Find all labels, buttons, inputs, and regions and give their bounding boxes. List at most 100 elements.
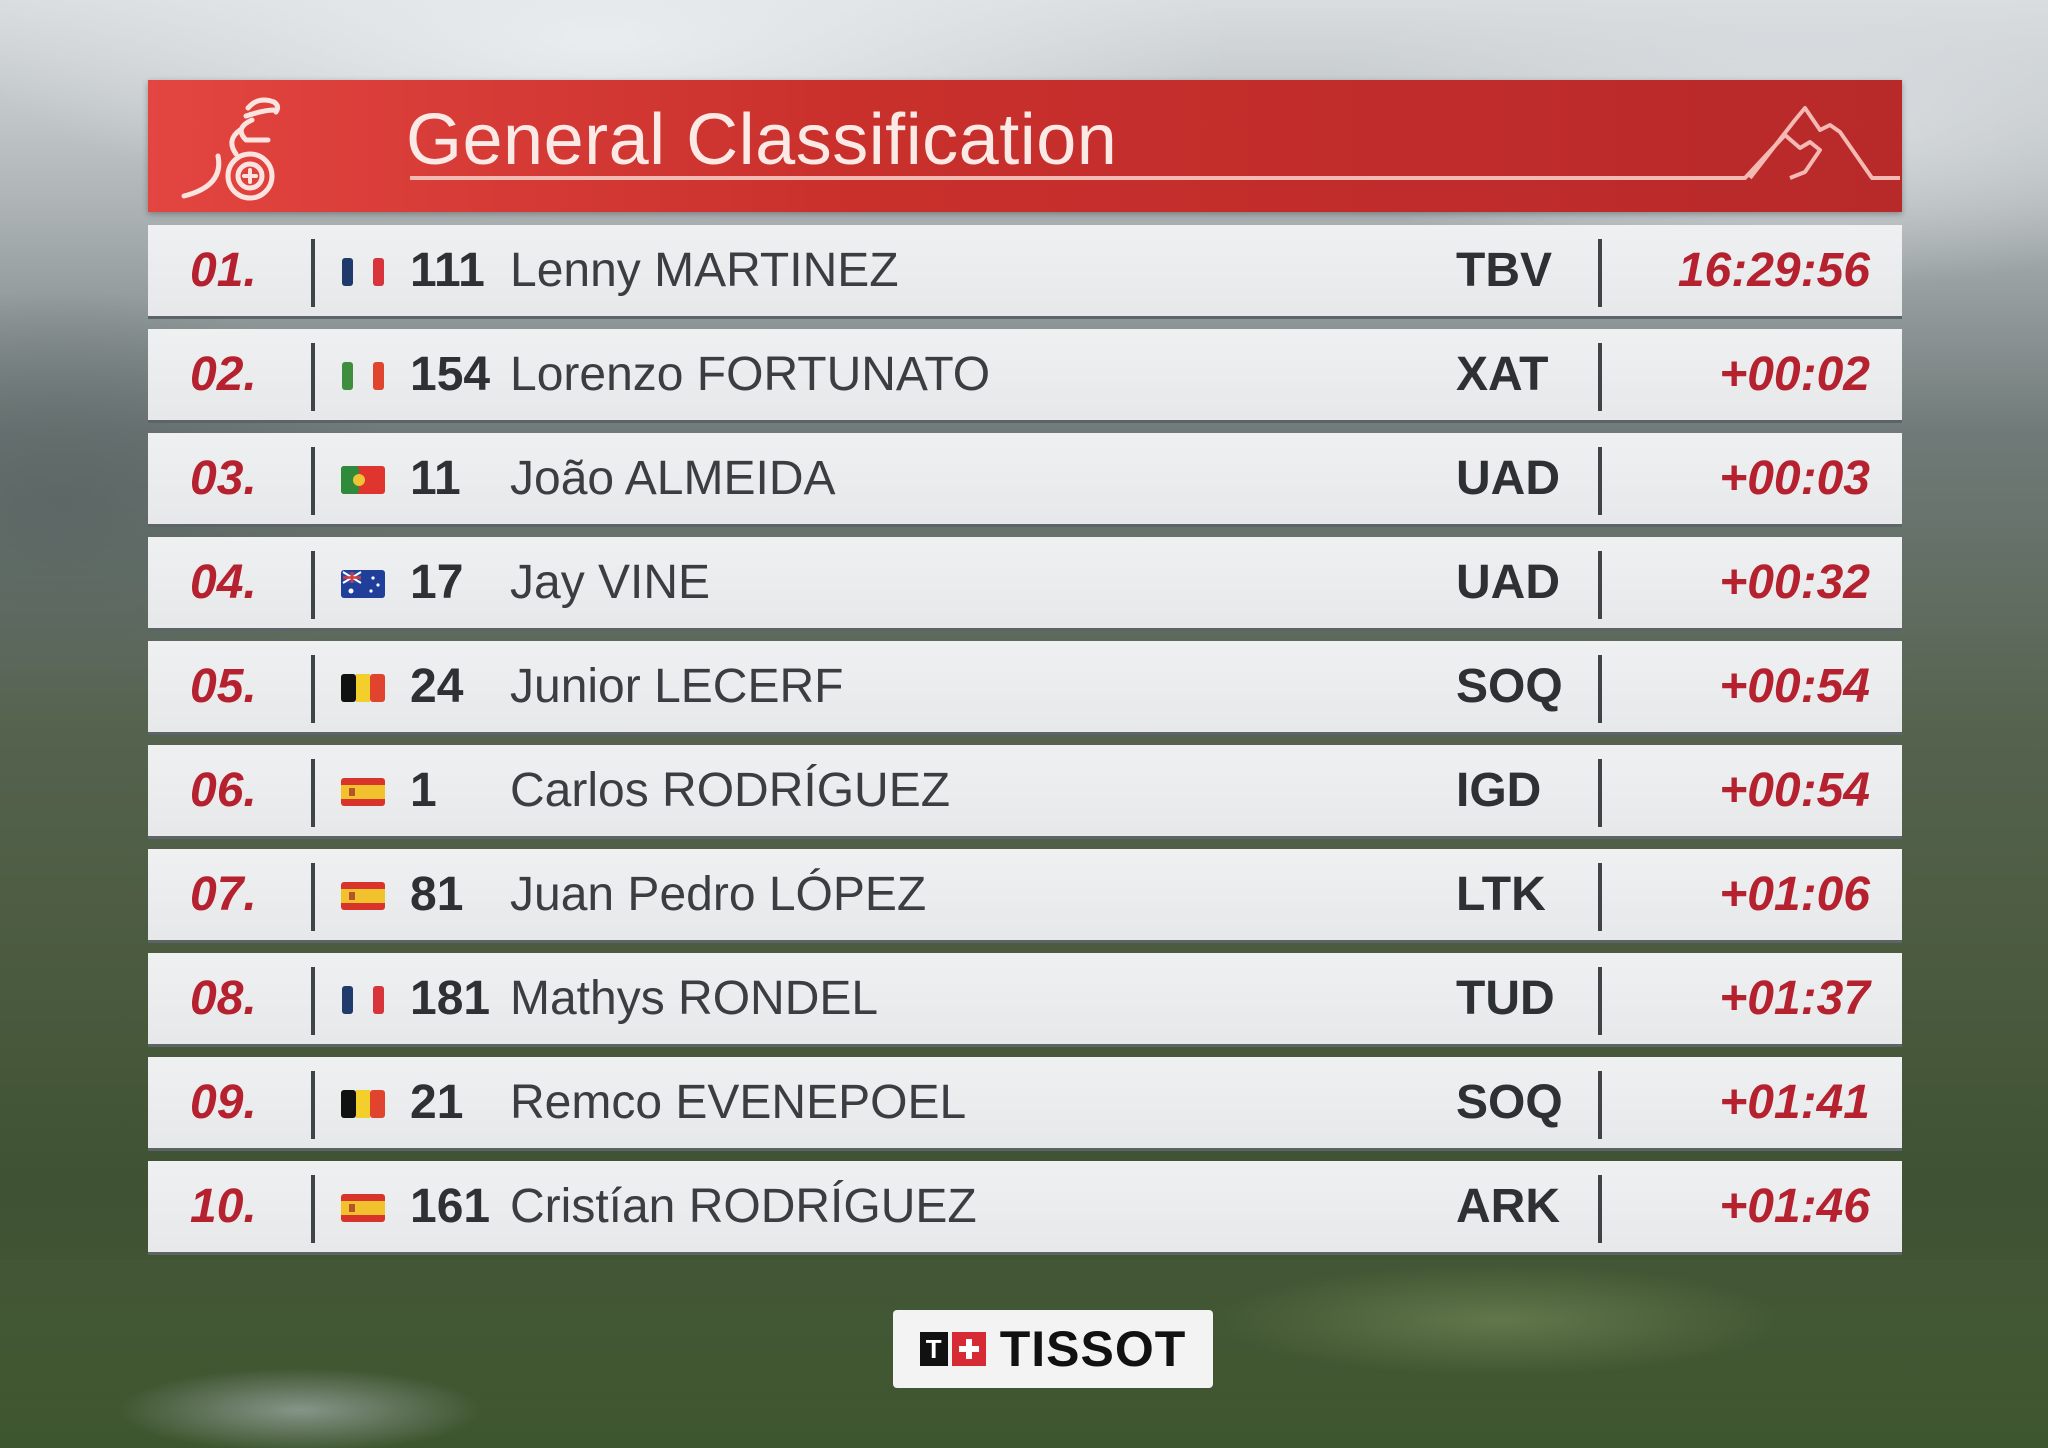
rank: 02.	[190, 348, 257, 401]
gc-time: +01:46	[1719, 1180, 1870, 1233]
flag-australia-icon	[341, 570, 385, 598]
flag-portugal-icon	[341, 466, 385, 494]
divider	[1598, 655, 1602, 723]
team-code: ARK	[1456, 1180, 1560, 1233]
divider	[1598, 967, 1602, 1035]
bib-number: 24	[410, 660, 464, 713]
swiss-cross-icon	[951, 1332, 986, 1366]
rider-name: Mathys RONDEL	[510, 972, 879, 1025]
bib-number: 17	[410, 556, 464, 609]
divider	[311, 343, 315, 411]
divider	[311, 967, 315, 1035]
divider	[311, 447, 315, 515]
bib-number: 21	[410, 1076, 464, 1129]
table-row: 08. 181 Mathys RONDEL TUD +01:37	[148, 953, 1902, 1047]
divider	[311, 655, 315, 723]
gc-time: +01:37	[1719, 972, 1870, 1025]
team-code: XAT	[1456, 348, 1549, 401]
rider-name: Carlos RODRÍGUEZ	[510, 764, 951, 817]
bib-number: 11	[410, 452, 461, 505]
table-row: 06. 1 Carlos RODRÍGUEZ IGD +00:54	[148, 745, 1902, 839]
rider-name: Lenny MARTINEZ	[510, 244, 899, 297]
flag-italy-icon	[342, 362, 384, 390]
sponsor-name: TISSOT	[999, 1321, 1187, 1377]
bib-number: 1	[410, 764, 437, 817]
flag-france-icon	[342, 986, 384, 1014]
bib-number: 154	[410, 348, 491, 401]
team-code: TUD	[1456, 972, 1555, 1025]
gc-time: +01:06	[1719, 868, 1870, 921]
rank: 01.	[190, 244, 257, 297]
team-code: SOQ	[1456, 660, 1563, 713]
table-row: 03. 11 João ALMEIDA UAD +00:03	[148, 433, 1902, 527]
gc-time: +01:41	[1719, 1076, 1870, 1129]
rank: 10.	[190, 1180, 257, 1233]
team-code: IGD	[1456, 764, 1542, 817]
flag-france-icon	[342, 258, 384, 286]
flag-belgium-icon	[341, 1090, 385, 1118]
rank: 03.	[190, 452, 257, 505]
table-row: 05. 24 Junior LECERF SOQ +00:54	[148, 641, 1902, 735]
rider-name: João ALMEIDA	[510, 452, 836, 505]
divider	[1598, 759, 1602, 827]
divider	[1598, 863, 1602, 931]
rider-name: Cristían RODRÍGUEZ	[510, 1180, 977, 1233]
divider	[1598, 1175, 1602, 1243]
divider	[1598, 551, 1602, 619]
team-code: UAD	[1456, 452, 1560, 505]
bib-number: 181	[410, 972, 491, 1025]
rider-name: Remco EVENEPOEL	[510, 1076, 967, 1129]
rank: 05.	[190, 660, 257, 713]
gc-time: +00:54	[1719, 660, 1870, 713]
team-code: UAD	[1456, 556, 1560, 609]
divider	[1598, 343, 1602, 411]
sponsor-mark-letter: T	[919, 1332, 948, 1366]
table-row: 02. 154 Lorenzo FORTUNATO XAT +00:02	[148, 329, 1902, 423]
table-row: 04. 17 Jay VINE UAD +00:32	[148, 537, 1902, 631]
divider	[311, 551, 315, 619]
sponsor-logo: T TISSOT	[893, 1310, 1213, 1388]
flag-belgium-icon	[341, 674, 385, 702]
divider	[311, 759, 315, 827]
flag-spain-icon	[341, 882, 385, 910]
divider	[311, 1175, 315, 1243]
table-row: 09. 21 Remco EVENEPOEL SOQ +01:41	[148, 1057, 1902, 1151]
team-code: LTK	[1456, 868, 1546, 921]
flag-spain-icon	[341, 778, 385, 806]
rider-name: Juan Pedro LÓPEZ	[510, 868, 927, 921]
flag-spain-icon	[341, 1194, 385, 1222]
table-row: 07. 81 Juan Pedro LÓPEZ LTK +01:06	[148, 849, 1902, 943]
rank: 06.	[190, 764, 257, 817]
divider	[1598, 447, 1602, 515]
cyclist-icon	[181, 97, 281, 201]
bib-number: 81	[410, 868, 464, 921]
divider	[311, 239, 315, 307]
panel-header: General Classification	[148, 80, 1902, 212]
bib-number: 161	[410, 1180, 491, 1233]
page-title: General Classification	[406, 100, 1118, 180]
rank: 09.	[190, 1076, 257, 1129]
rider-name: Lorenzo FORTUNATO	[510, 348, 991, 401]
tissot-mark-icon: T	[919, 1332, 986, 1366]
bib-number: 111	[410, 244, 485, 297]
team-code: SOQ	[1456, 1076, 1563, 1129]
rank: 08.	[190, 972, 257, 1025]
gc-time: +00:03	[1719, 452, 1870, 505]
team-code: TBV	[1456, 244, 1552, 297]
divider	[1598, 1071, 1602, 1139]
table-row: 10. 161 Cristían RODRÍGUEZ ARK +01:46	[148, 1161, 1902, 1255]
standings-table: 01. 111 Lenny MARTINEZ TBV 16:29:56 02. …	[148, 225, 1902, 1255]
divider	[1598, 239, 1602, 307]
mountains-icon	[410, 106, 1900, 180]
gc-time: +00:54	[1719, 764, 1870, 817]
divider	[311, 863, 315, 931]
rank: 07.	[190, 868, 257, 921]
gc-time: 16:29:56	[1677, 244, 1870, 297]
rank: 04.	[190, 556, 257, 609]
general-classification-panel: General Classification 01. 111 Lenny MAR…	[148, 80, 1902, 1265]
gc-time: +00:32	[1719, 556, 1870, 609]
rider-name: Junior LECERF	[510, 660, 844, 713]
divider	[311, 1071, 315, 1139]
rider-name: Jay VINE	[510, 556, 711, 609]
table-row: 01. 111 Lenny MARTINEZ TBV 16:29:56	[148, 225, 1902, 319]
